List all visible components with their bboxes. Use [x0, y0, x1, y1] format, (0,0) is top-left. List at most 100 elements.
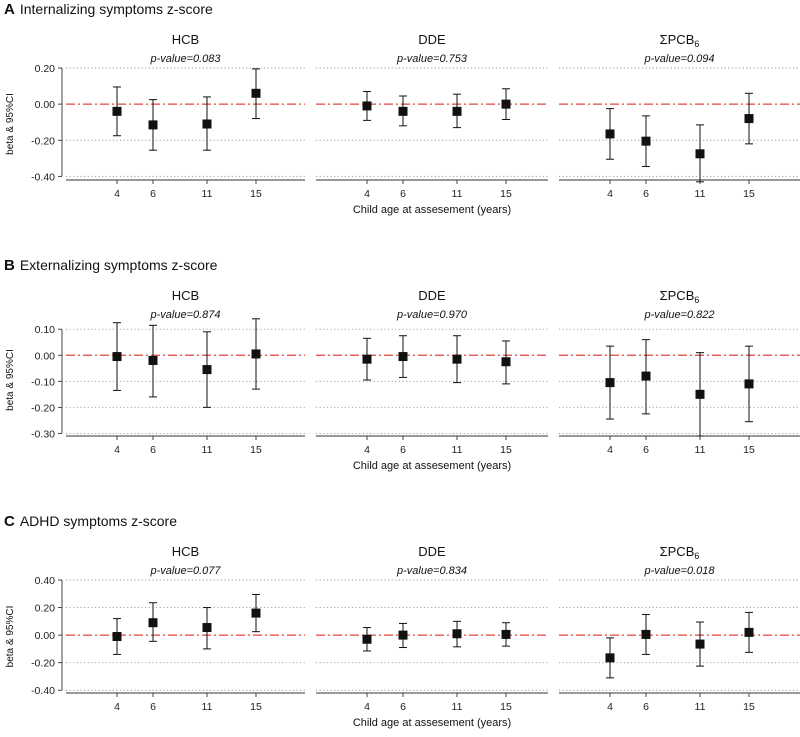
chart-section-b: B Externalizing symptoms z-score 0.10 0.00 -… [4, 257, 800, 472]
y-tick-label: 0.00 [35, 99, 56, 111]
x-tick-label: 6 [400, 188, 406, 200]
data-point [398, 106, 408, 116]
data-point [744, 379, 754, 389]
x-tick-label: 15 [743, 444, 755, 456]
panel-pvalue: p-value=0.094 [643, 53, 714, 65]
x-tick-label: 15 [250, 444, 262, 456]
section-title-text: Internalizing symptoms z-score [20, 1, 213, 17]
data-point [641, 136, 651, 146]
y-axis-label: beta & 95%CI [5, 349, 16, 411]
panel-pvalue: p-value=0.874 [149, 309, 220, 321]
x-tick-label: 11 [695, 188, 706, 200]
x-tick-label: 11 [452, 444, 463, 456]
panel-pvalue: p-value=0.753 [396, 53, 468, 65]
x-tick-label: 15 [500, 701, 512, 713]
panel-hcb: HCB p-value=0.874 4 6 11 15 [66, 288, 305, 456]
x-tick-label: 4 [364, 444, 370, 456]
panel-pvalue: p-value=0.822 [643, 309, 714, 321]
x-tick-label: 4 [607, 701, 613, 713]
y-tick-label: 0.00 [35, 350, 56, 362]
data-point [202, 365, 212, 375]
x-tick-label: 6 [643, 188, 649, 200]
x-tick-label: 15 [743, 188, 755, 200]
x-tick-label: 11 [202, 188, 213, 200]
x-axis-label: Child age at assesement (years) [353, 460, 511, 472]
chart-section-c: C ADHD symptoms z-score 0.40 0.20 0.00 -0.20 -… [4, 513, 800, 729]
data-point [251, 88, 261, 98]
panel-name-subscript: 6 [694, 39, 699, 49]
data-point [744, 114, 754, 124]
x-tick-label: 15 [500, 188, 512, 200]
panel-pvalue: p-value=0.083 [149, 53, 221, 65]
x-tick-label: 11 [695, 444, 706, 456]
data-point [202, 623, 212, 633]
x-axis-label: Child age at assesement (years) [353, 717, 511, 729]
section-title-text: Externalizing symptoms z-score [20, 257, 218, 273]
panel-name: HCB [172, 544, 199, 559]
y-tick-label: 0.20 [35, 63, 56, 75]
data-point [398, 630, 408, 640]
panel-name-main: ΣPCB [660, 544, 695, 559]
y-tick-label: -0.30 [31, 428, 55, 440]
x-tick-label: 6 [400, 444, 406, 456]
panel-dde: DDE p-value=0.753 4 6 11 15 [316, 32, 548, 200]
panel-pvalue: p-value=0.077 [149, 565, 221, 577]
panel-name: DDE [418, 288, 446, 303]
y-tick-label: 0.10 [35, 324, 56, 336]
data-point [362, 101, 372, 111]
data-point [362, 634, 372, 644]
data-point [148, 355, 158, 365]
data-point [398, 352, 408, 362]
x-tick-label: 4 [607, 188, 613, 200]
y-tick-label: -0.20 [31, 658, 55, 670]
panel-name-main: ΣPCB [660, 32, 695, 47]
panel-name: ΣPCB6 [660, 288, 700, 305]
data-point [641, 371, 651, 381]
y-tick-label: -0.40 [31, 171, 55, 183]
data-point [251, 349, 261, 359]
y-tick-label: -0.20 [31, 135, 55, 147]
panel-name: DDE [418, 32, 446, 47]
panel-name-main: ΣPCB [660, 288, 695, 303]
x-tick-label: 4 [114, 701, 120, 713]
x-tick-label: 15 [500, 444, 512, 456]
panel-hcb: HCB p-value=0.077 4 6 11 15 [66, 544, 305, 713]
x-tick-label: 11 [452, 188, 463, 200]
panel-name: HCB [172, 32, 199, 47]
x-tick-label: 11 [202, 444, 213, 456]
data-point [148, 120, 158, 130]
chart-section-a: A Internalizing symptoms z-score 0.20 0.00 -… [4, 1, 800, 216]
x-tick-label: 4 [364, 701, 370, 713]
data-point [251, 608, 261, 618]
x-tick-label: 11 [202, 701, 213, 713]
x-tick-label: 15 [743, 701, 755, 713]
panel-name: ΣPCB6 [660, 32, 700, 49]
y-tick-label: 0.20 [35, 603, 56, 615]
data-point [605, 378, 615, 388]
y-tick-label: -0.20 [31, 402, 55, 414]
section-title-text: ADHD symptoms z-score [20, 513, 177, 529]
x-tick-label: 6 [150, 444, 156, 456]
x-tick-label: 11 [452, 701, 463, 713]
data-point [695, 389, 705, 399]
panel-pvalue: p-value=0.970 [396, 309, 468, 321]
section-title: A Internalizing symptoms z-score [4, 1, 213, 18]
data-point [695, 639, 705, 649]
y-tick-label: 0.40 [35, 575, 56, 587]
x-axis-label: Child age at assesement (years) [353, 204, 511, 216]
panel-name: HCB [172, 288, 199, 303]
x-tick-label: 4 [114, 444, 120, 456]
panel-dde: DDE p-value=0.834 4 6 11 15 [316, 544, 548, 713]
panel-hcb: HCB p-value=0.083 4 6 11 15 [66, 32, 305, 200]
data-point [362, 354, 372, 364]
data-point [452, 354, 462, 364]
x-tick-label: 11 [695, 701, 706, 713]
data-point [605, 129, 615, 139]
panel-name: DDE [418, 544, 446, 559]
x-tick-label: 4 [364, 188, 370, 200]
section-title: C ADHD symptoms z-score [4, 513, 177, 530]
